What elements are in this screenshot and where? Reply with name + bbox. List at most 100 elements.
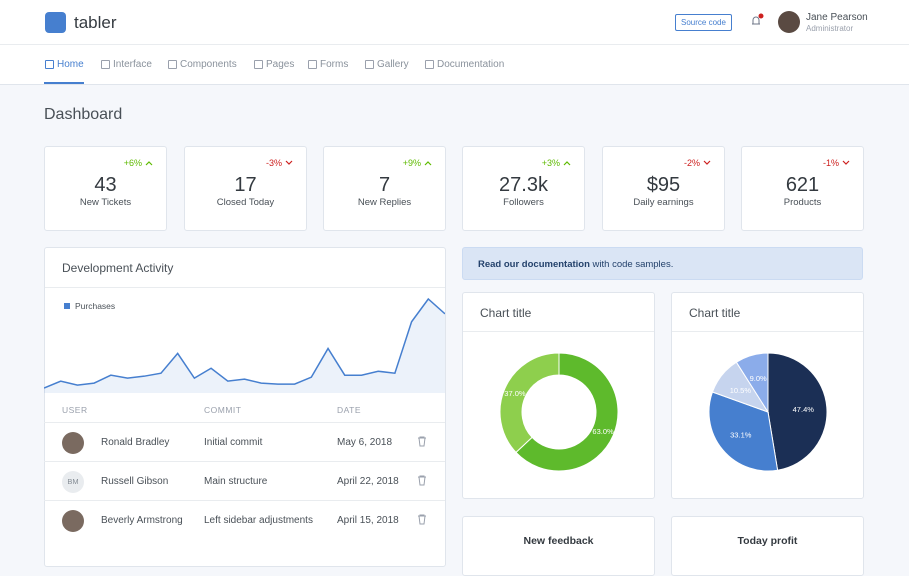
nav-icon xyxy=(168,60,177,69)
stat-label: Followers xyxy=(503,197,544,208)
stat-value: $95 xyxy=(646,174,681,196)
chevron xyxy=(842,160,850,165)
column-header: COMMIT xyxy=(204,405,242,415)
user-name: Russell Gibson xyxy=(101,476,169,487)
stat-change: +3% xyxy=(541,158,560,168)
divider xyxy=(463,331,654,332)
nav-icon xyxy=(45,60,54,69)
trend-icon xyxy=(424,161,432,166)
user-name: Beverly Armstrong xyxy=(101,515,183,526)
stat-card: +3% 27.3k Followers xyxy=(462,146,585,231)
date: May 6, 2018 xyxy=(337,437,393,448)
profit-card: Today profit xyxy=(671,516,864,576)
stat-card: +6% 43 New Tickets xyxy=(44,146,167,231)
notifications[interactable] xyxy=(749,13,765,29)
trash xyxy=(418,475,426,486)
nav-item[interactable]: Forms xyxy=(320,59,349,70)
alert-text: with code samples. xyxy=(589,259,674,270)
column-header: DATE xyxy=(337,405,362,415)
nav-icon xyxy=(365,60,374,69)
nav-item[interactable]: Components xyxy=(180,59,237,70)
trash xyxy=(418,436,426,447)
table-row: Beverly Armstrong Left sidebar adjustment… xyxy=(44,500,445,540)
nav-item[interactable]: Gallery xyxy=(377,59,409,70)
stat-value: 621 xyxy=(785,174,820,196)
logo-icon xyxy=(45,12,66,33)
chevron xyxy=(285,160,293,165)
stat-card: -3% 17 Closed Today xyxy=(184,146,307,231)
slice xyxy=(767,352,828,471)
delete-icon[interactable] xyxy=(417,436,427,447)
header: tabler Source code Jane Pearson Administ… xyxy=(0,0,909,45)
feedback-card: New feedback xyxy=(462,516,655,576)
table-row: Ronald Bradley Initial commit May 6, 2018 xyxy=(44,422,445,462)
activity-chart: Purchases xyxy=(44,297,445,393)
date: April 22, 2018 xyxy=(337,476,399,487)
commit: Main structure xyxy=(204,476,268,487)
trend-icon xyxy=(563,161,571,166)
stat-value: 43 xyxy=(94,174,117,196)
user-avatar[interactable] xyxy=(778,11,800,33)
delete-icon[interactable] xyxy=(417,514,427,525)
nav-item[interactable]: Interface xyxy=(113,59,152,70)
nav-item[interactable]: Documentation xyxy=(437,59,505,70)
avatar xyxy=(62,432,84,454)
area-fill xyxy=(44,299,445,393)
stat-change: -3% xyxy=(265,158,282,168)
slice-label: 63.0% xyxy=(592,427,614,436)
stat-value: 27.3k xyxy=(499,174,548,196)
stat-change: -2% xyxy=(683,158,700,168)
user-role: Administrator xyxy=(806,24,854,33)
chevron xyxy=(563,161,571,166)
stat-value: 7 xyxy=(378,174,391,196)
slice xyxy=(735,352,769,414)
trend-icon xyxy=(285,160,293,165)
slice xyxy=(708,391,779,472)
chevron xyxy=(703,160,711,165)
alert: Read our documentation with code samples… xyxy=(462,247,863,280)
area-line xyxy=(44,297,445,389)
slice-label: 10.5% xyxy=(730,386,752,395)
avatar xyxy=(62,510,84,532)
page-title: Dashboard xyxy=(44,106,123,123)
table-row: BM Russell Gibson Main structure April 22, … xyxy=(44,461,445,501)
delete-icon[interactable] xyxy=(417,475,427,486)
alert-link[interactable]: Read our documentation xyxy=(478,259,590,270)
stat-card: -2% $95 Daily earnings xyxy=(602,146,725,231)
stat-label: Closed Today xyxy=(216,197,275,208)
divider xyxy=(672,331,863,332)
nav: Home Interface Components Pages Forms Gallery… xyxy=(0,45,909,85)
nav-icon xyxy=(425,60,434,69)
card-title: New feedback xyxy=(523,535,594,547)
activity-card: Development Activity xyxy=(44,247,446,567)
slice-label: 37.0% xyxy=(504,389,526,398)
user-name: Ronald Bradley xyxy=(101,437,170,448)
trend-icon xyxy=(703,160,711,165)
commit: Left sidebar adjustments xyxy=(204,515,313,526)
stat-change: -1% xyxy=(822,158,839,168)
nav-icon xyxy=(254,60,263,69)
chart-card: Chart title 63.0% 37.0% xyxy=(462,292,655,499)
logo[interactable]: tabler xyxy=(74,13,117,32)
legend-label: Purchases xyxy=(75,301,115,311)
trend-icon xyxy=(842,160,850,165)
stat-label: Daily earnings xyxy=(633,197,694,208)
source-code-button[interactable]: Source code xyxy=(675,14,732,31)
stat-change: +6% xyxy=(123,158,142,168)
slice-label: 33.1% xyxy=(730,431,752,440)
user-name: Jane Pearson xyxy=(806,12,868,23)
stat-label: Products xyxy=(783,197,822,208)
avatar: BM xyxy=(62,471,84,493)
card-title: Today profit xyxy=(737,535,798,547)
nav-active-underline xyxy=(44,82,84,84)
chevron xyxy=(424,161,432,166)
card-title: Chart title xyxy=(689,306,741,320)
slice-label: 47.4% xyxy=(793,405,815,414)
stat-value: 17 xyxy=(234,174,257,196)
slice xyxy=(499,352,560,454)
date: April 15, 2018 xyxy=(337,515,399,526)
nav-item[interactable]: Home xyxy=(57,59,84,70)
nav-item[interactable]: Pages xyxy=(266,59,295,70)
stat-label: New Replies xyxy=(357,197,412,208)
chart-card: Chart title 47.4% 33.1% 10.5% 9.0% xyxy=(671,292,864,499)
